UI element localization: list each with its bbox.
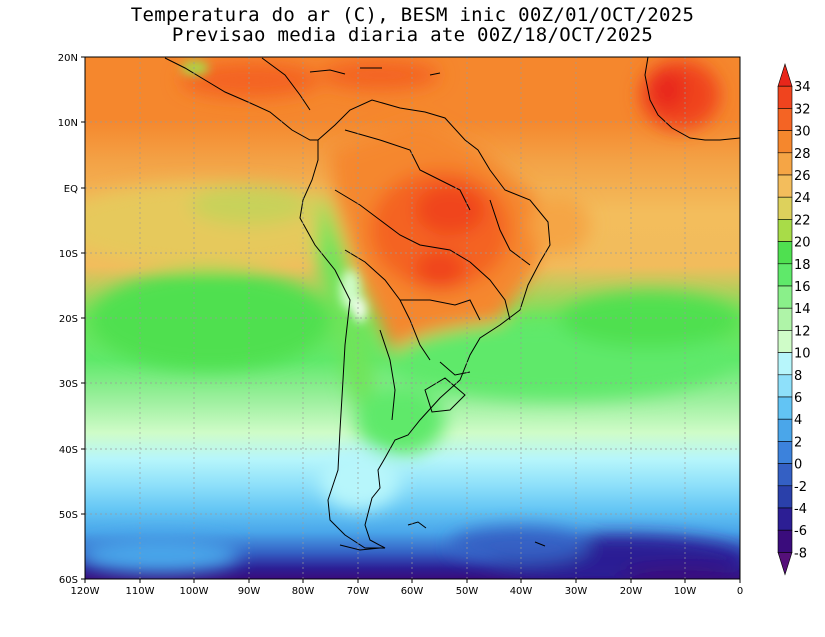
colorbar-segment	[777, 108, 793, 131]
colorbar-segment	[777, 219, 793, 242]
colorbar-segment	[777, 330, 793, 353]
colorbar-label: 34	[794, 80, 811, 95]
colorbar-label: 18	[794, 258, 811, 273]
lon-label: 40W	[510, 586, 533, 597]
chart-title-line1: Temperatura do ar (C), BESM inic 00Z/01/…	[130, 4, 695, 26]
colorbar-label: -4	[794, 502, 807, 517]
colorbar-label: 20	[794, 236, 811, 251]
colorbar-label: 2	[794, 435, 802, 450]
lon-label: 10W	[674, 586, 697, 597]
colorbar-label: 14	[794, 302, 811, 317]
colorbar-segment	[777, 196, 793, 220]
colorbar-segment	[777, 263, 793, 287]
colorbar-segment	[777, 485, 793, 509]
colorbar-segment	[777, 174, 793, 198]
colorbar-label: 12	[794, 324, 811, 339]
colorbar-arrow-bottom	[777, 552, 793, 576]
lon-label: 30W	[565, 586, 588, 597]
colorbar-label: 24	[794, 191, 811, 206]
colorbar-segment	[777, 463, 793, 487]
lon-label: 110W	[126, 586, 155, 597]
graticule	[85, 57, 740, 579]
lon-label: 90W	[238, 586, 261, 597]
lon-label: 50W	[456, 586, 479, 597]
colorbar-segment	[777, 507, 793, 531]
colorbar-segment	[777, 352, 793, 376]
lon-label: 120W	[71, 586, 100, 597]
colorbar-label: 32	[794, 102, 811, 117]
lon-label: 100W	[180, 586, 209, 597]
colorbar-arrow-top	[777, 63, 793, 87]
lat-label: 50S	[59, 510, 78, 521]
colorbar-label: 6	[794, 391, 802, 406]
colorbar-label: 10	[794, 347, 811, 362]
colorbar-label: -6	[794, 524, 807, 539]
colorbar-segment	[777, 241, 793, 265]
colorbar-label: 22	[794, 213, 811, 228]
lat-label: 30S	[59, 379, 78, 390]
colorbar-segment	[777, 85, 793, 109]
colorbar-segment	[777, 529, 793, 553]
colorbar-segment	[777, 418, 793, 442]
lat-labels: 20N 10N EQ 10S 20S 30S 40S 50S 60S	[58, 53, 78, 586]
colorbar-label: 0	[794, 458, 802, 473]
colorbar-label: 30	[794, 125, 811, 140]
lat-label: 10S	[59, 249, 78, 260]
colorbar-segment	[777, 396, 793, 420]
colorbar-segment	[777, 152, 793, 176]
lat-label: 40S	[59, 445, 78, 456]
colorbar-label: 8	[794, 369, 802, 384]
temperature-field	[85, 57, 740, 579]
colorbar-segment	[777, 441, 793, 464]
lon-label: 60W	[401, 586, 424, 597]
colorbar-label: -8	[794, 546, 807, 561]
colorbar-segment	[777, 130, 793, 154]
colorbar-label: 28	[794, 147, 811, 162]
lon-labels: 120W 110W 100W 90W 80W 70W 60W 50W 40W 3…	[71, 586, 744, 597]
colorbar-label: 26	[794, 169, 811, 184]
colorbar-label: 16	[794, 280, 811, 295]
lat-label: 60S	[59, 575, 78, 586]
lon-label: 20W	[620, 586, 643, 597]
chart-title-line2: Previsao media diaria ate 00Z/18/OCT/202…	[171, 24, 654, 46]
lon-label: 0	[737, 586, 743, 597]
colorbar-segment	[777, 285, 793, 309]
colorbar-label: -2	[794, 480, 807, 495]
colorbar-segment	[777, 374, 793, 398]
colorbar-label: 4	[794, 413, 802, 428]
lon-label: 80W	[292, 586, 315, 597]
lat-label: 10N	[58, 118, 78, 129]
lat-label: 20N	[58, 53, 78, 64]
lat-label: EQ	[64, 184, 78, 195]
axis-ticks	[81, 56, 741, 583]
lat-label: 20S	[59, 314, 78, 325]
colorbar-segment	[777, 307, 793, 331]
lon-label: 70W	[347, 586, 370, 597]
